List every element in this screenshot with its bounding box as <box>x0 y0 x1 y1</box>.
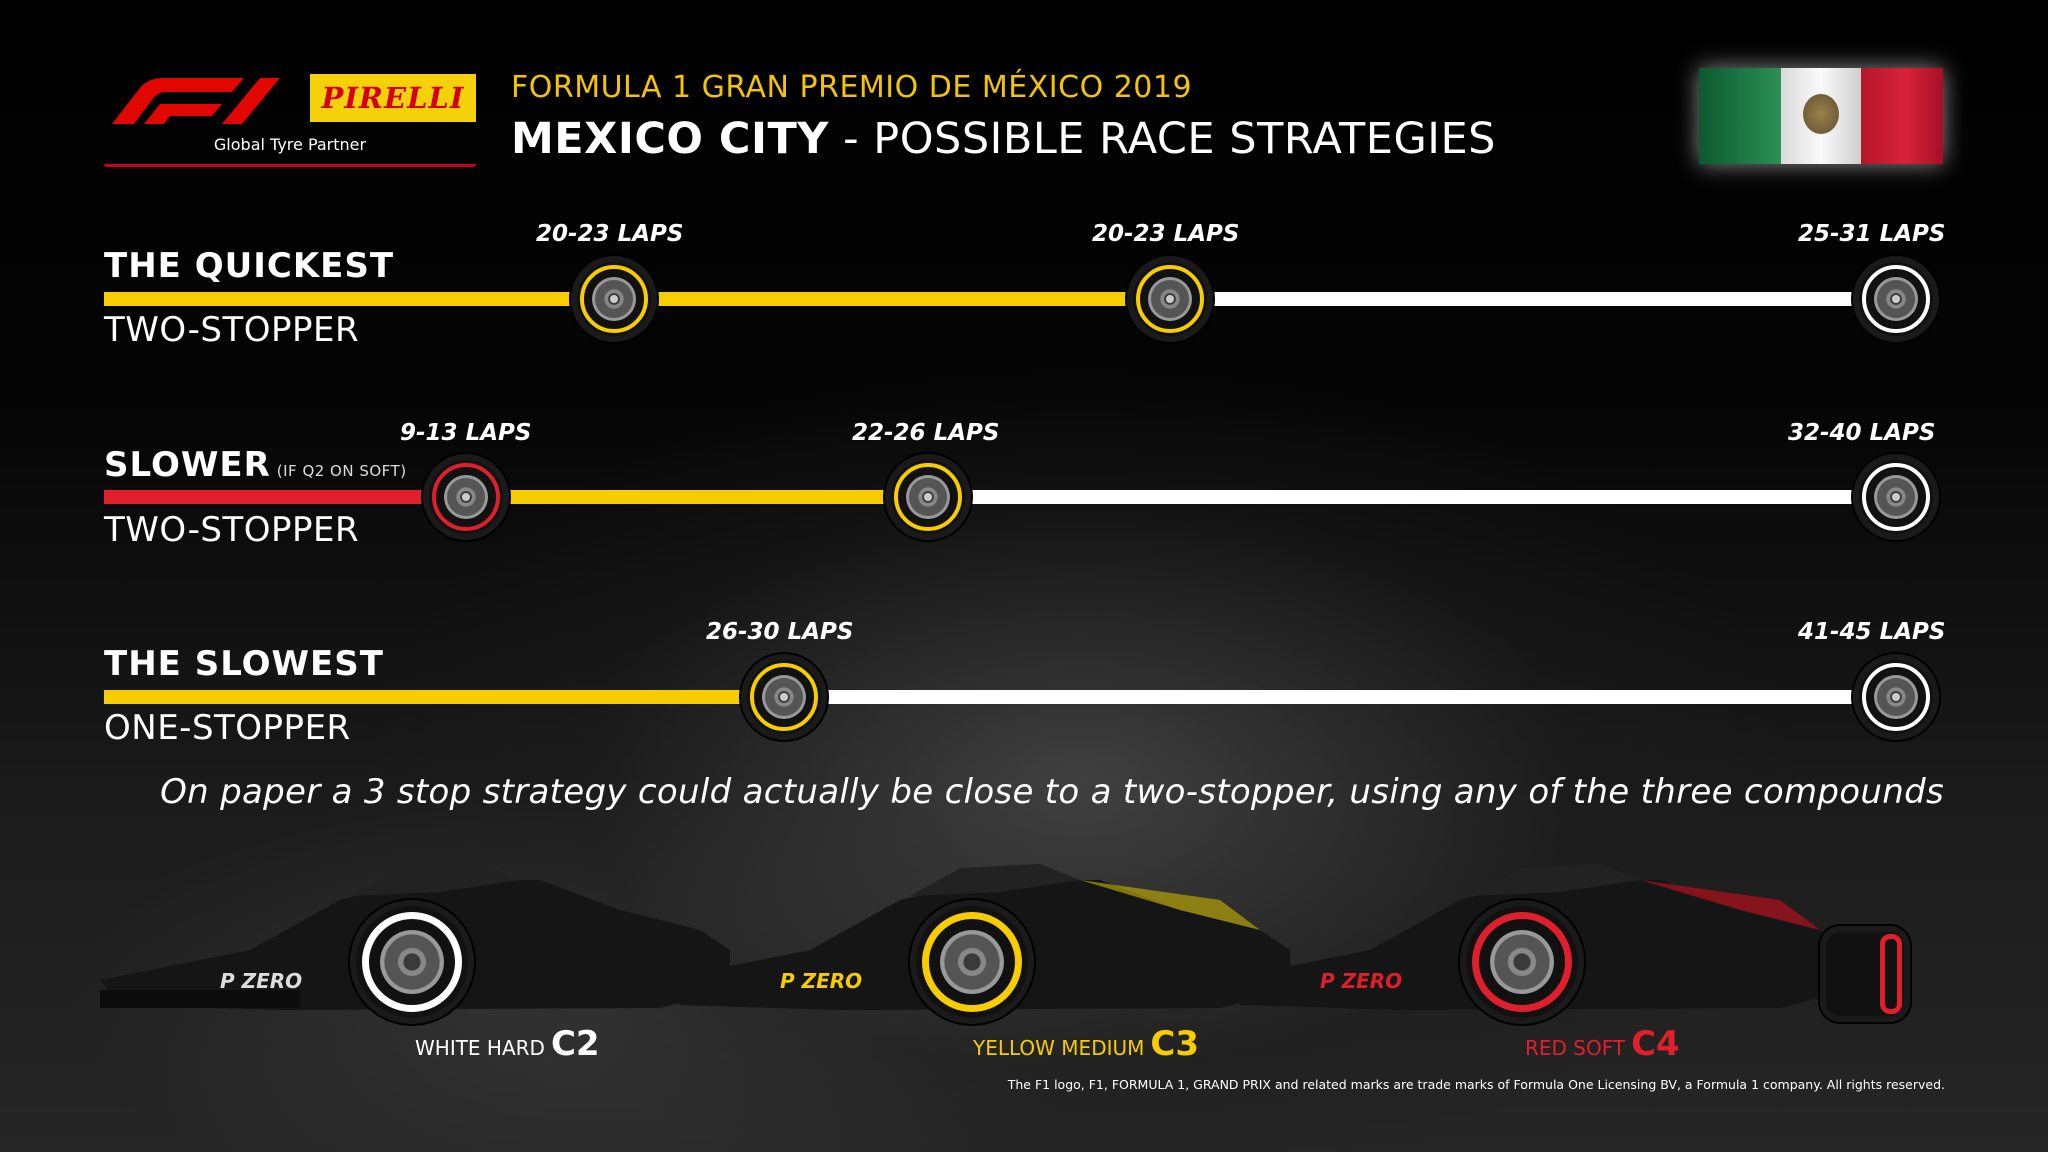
livery-text-medium: P ZERO <box>780 969 862 993</box>
strategy-3-stint-2-laps: 41-45 LAPS <box>1798 619 1946 645</box>
compound-label-medium: YELLOW MEDIUM C3 <box>973 1024 1199 1064</box>
compound-name-medium: YELLOW MEDIUM <box>973 1036 1145 1060</box>
strategy-1-title: THE QUICKEST <box>104 246 395 286</box>
compound-name-soft: RED SOFT <box>1525 1036 1626 1060</box>
compound-code-soft: C4 <box>1631 1024 1680 1064</box>
strategy-1-stint-3-laps: 25-31 LAPS <box>1798 221 1946 247</box>
compound-label-hard: WHITE HARD C2 <box>415 1024 600 1064</box>
strategy-1-stint-1-bar <box>104 292 614 306</box>
soft-tyre-icon <box>1460 900 1584 1024</box>
strategy-3-title: THE SLOWEST <box>104 644 384 684</box>
livery-text-hard: P ZERO <box>220 969 302 993</box>
medium-tyre-icon <box>571 256 657 342</box>
car-medium-tyre: P ZERO <box>660 840 1300 1030</box>
pirelli-logo: PIRELLI <box>310 74 476 122</box>
strategy-1-subtitle: TWO-STOPPER <box>104 310 360 350</box>
strategy-2-stint-3-laps: 32-40 LAPS <box>1788 420 1936 446</box>
title-city: MEXICO CITY <box>511 114 829 164</box>
strategy-2-title-text: SLOWER <box>104 445 271 485</box>
strategy-1-stint-2-bar <box>614 292 1170 306</box>
hard-tyre-icon <box>350 900 474 1024</box>
mexico-flag-icon <box>1699 68 1943 164</box>
strategy-1-stint-3-bar <box>1170 292 1896 306</box>
hard-tyre-icon <box>1853 256 1939 342</box>
legal-notice: The F1 logo, F1, FORMULA 1, GRAND PRIX a… <box>1007 1077 1945 1092</box>
car-soft-tyre: P ZERO <box>1220 840 1940 1030</box>
rear-tyre-icon <box>1820 926 1910 1022</box>
strategy-2-stint-1-bar <box>104 490 466 504</box>
compound-name-hard: WHITE HARD <box>415 1036 545 1060</box>
compound-label-soft: RED SOFT C4 <box>1525 1024 1680 1064</box>
strategy-2-title: SLOWER (IF Q2 ON SOFT) <box>104 445 407 485</box>
event-title: FORMULA 1 GRAN PREMIO DE MÉXICO 2019 <box>511 70 1193 105</box>
strategy-3-stint-1-bar <box>104 690 784 704</box>
pirelli-logo-text: PIRELLI <box>321 81 465 115</box>
strategy-2-stint-2-bar <box>466 490 928 504</box>
medium-tyre-icon <box>1127 256 1213 342</box>
strategy-2-note: (IF Q2 ON SOFT) <box>276 462 407 480</box>
f1-logo <box>104 74 298 124</box>
medium-tyre-icon <box>910 900 1034 1024</box>
hard-tyre-icon <box>1853 454 1939 540</box>
hard-tyre-icon <box>1853 654 1939 740</box>
strategy-3-subtitle: ONE-STOPPER <box>104 708 351 748</box>
logo-underline <box>104 164 476 167</box>
tagline: Global Tyre Partner <box>213 135 367 154</box>
strategy-3-stint-2-bar <box>784 690 1896 704</box>
medium-tyre-icon <box>885 454 971 540</box>
medium-tyre-icon <box>741 654 827 740</box>
soft-tyre-icon <box>423 454 509 540</box>
strategy-1-stint-2-laps: 20-23 LAPS <box>1092 221 1240 247</box>
strategy-1-stint-1-laps: 20-23 LAPS <box>536 221 684 247</box>
strategy-2-stint-1-laps: 9-13 LAPS <box>400 420 532 446</box>
strategy-3-stint-1-laps: 26-30 LAPS <box>706 619 854 645</box>
title-rest: - POSSIBLE RACE STRATEGIES <box>828 114 1496 164</box>
compound-code-hard: C2 <box>550 1024 600 1064</box>
strategy-2-stint-2-laps: 22-26 LAPS <box>852 420 1000 446</box>
strategy-note: On paper a 3 stop strategy could actuall… <box>160 772 1944 812</box>
page-title: MEXICO CITY - POSSIBLE RACE STRATEGIES <box>511 114 1496 164</box>
strategy-2-stint-3-bar <box>928 490 1896 504</box>
livery-text-soft: P ZERO <box>1320 969 1402 993</box>
strategy-2-subtitle: TWO-STOPPER <box>104 510 360 550</box>
car-hard-tyre: P ZERO <box>100 840 740 1030</box>
compound-code-medium: C3 <box>1150 1024 1199 1064</box>
